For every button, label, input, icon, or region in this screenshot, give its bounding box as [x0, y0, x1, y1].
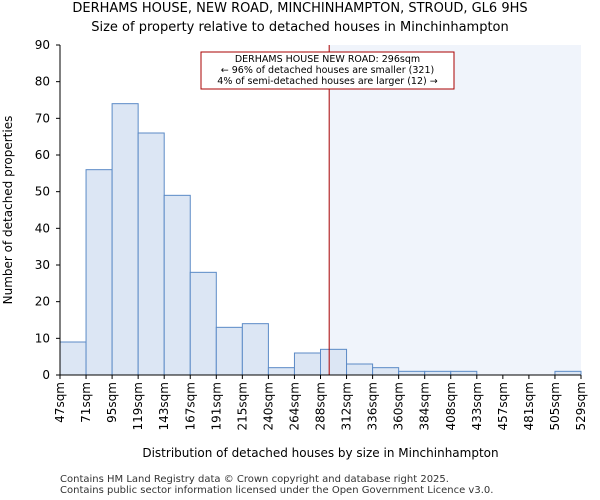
x-tick-label: 288sqm — [314, 382, 328, 430]
bar-384sqm — [424, 370, 452, 376]
footer-copyright: Contains HM Land Registry data © Crown c… — [60, 474, 449, 485]
x-tick-label: 215sqm — [235, 382, 249, 430]
annotation-line-3: 4% of semi-detached houses are larger (1… — [217, 76, 437, 87]
x-tick-label: 264sqm — [287, 382, 301, 430]
bar-215sqm — [241, 323, 269, 376]
y-tick-label: 80 — [35, 75, 50, 89]
annotation-box — [200, 51, 455, 90]
annotation-line-1: DERHAMS HOUSE NEW ROAD: 296sqm — [235, 54, 420, 65]
bar-71sqm — [85, 169, 113, 376]
y-tick-label: 0 — [42, 368, 50, 382]
x-tick-label: 167sqm — [183, 382, 197, 430]
bar-240sqm — [267, 367, 295, 376]
bar-47sqm — [59, 341, 87, 376]
bar-119sqm — [137, 132, 165, 376]
x-tick-label: 481sqm — [522, 382, 536, 430]
x-tick-label: 240sqm — [261, 382, 275, 430]
y-tick-label: 20 — [35, 295, 50, 309]
y-tick-label: 90 — [35, 38, 50, 52]
y-tick-label: 70 — [35, 111, 50, 125]
y-tick-label: 30 — [35, 258, 50, 272]
chart-title: DERHAMS HOUSE, NEW ROAD, MINCHINHAMPTON,… — [72, 1, 528, 16]
y-tick-label: 60 — [35, 148, 50, 162]
x-tick-label: 119sqm — [131, 382, 145, 430]
x-tick-label: 47sqm — [53, 382, 67, 423]
bar-408sqm — [450, 370, 478, 376]
y-tick-label: 10 — [35, 331, 50, 345]
bar-167sqm — [189, 271, 217, 376]
bar-505sqm — [554, 370, 582, 376]
footer-licence: Contains public sector information licen… — [60, 485, 494, 496]
x-tick-label: 95sqm — [105, 382, 119, 423]
x-axis-label: Distribution of detached houses by size … — [142, 446, 498, 460]
x-tick-label: 408sqm — [444, 382, 458, 430]
bar-360sqm — [398, 370, 426, 376]
bar-143sqm — [163, 194, 191, 376]
annotation-line-2: ← 96% of detached houses are smaller (32… — [221, 65, 434, 76]
x-tick-label: 191sqm — [209, 382, 223, 430]
bar-336sqm — [372, 367, 400, 376]
x-tick-label: 457sqm — [496, 382, 510, 430]
larger-region-shade — [329, 45, 581, 375]
bar-288sqm — [320, 348, 348, 376]
x-tick-label: 384sqm — [418, 382, 432, 430]
x-tick-label: 336sqm — [366, 382, 380, 430]
bar-95sqm — [111, 103, 139, 376]
x-tick-label: 312sqm — [340, 382, 354, 430]
x-tick-label: 71sqm — [79, 382, 93, 423]
bar-312sqm — [346, 363, 374, 376]
x-tick-label: 143sqm — [157, 382, 171, 430]
y-tick-label: 40 — [35, 221, 50, 235]
y-tick-label: 50 — [35, 185, 50, 199]
bar-264sqm — [293, 352, 322, 376]
x-tick-label: 360sqm — [392, 382, 406, 430]
chart-subtitle: Size of property relative to detached ho… — [91, 20, 509, 35]
x-tick-label: 529sqm — [574, 382, 588, 430]
x-tick-label: 433sqm — [470, 382, 484, 430]
y-axis-label: Number of detached properties — [1, 116, 15, 305]
bar-191sqm — [215, 326, 243, 376]
x-tick-label: 505sqm — [548, 382, 562, 430]
